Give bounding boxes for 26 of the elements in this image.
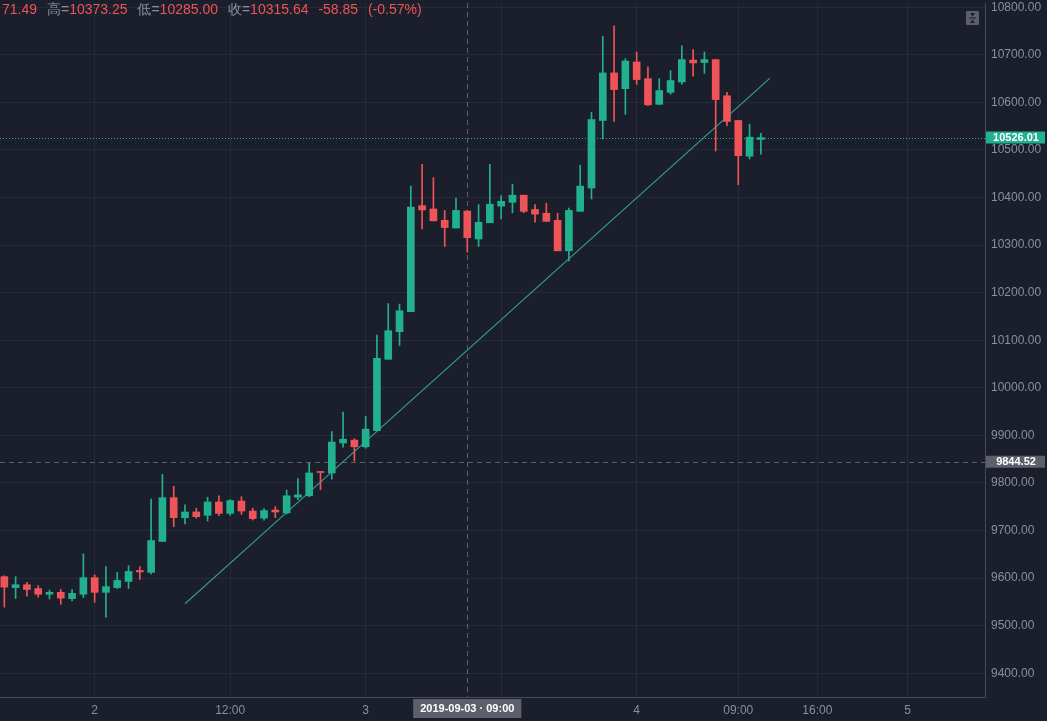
y-tick-label: 9400.00: [991, 665, 1035, 680]
y-tick-label: 10400.00: [991, 189, 1042, 204]
y-tick-label: 9900.00: [991, 427, 1035, 442]
y-tick-label: 10000.00: [991, 380, 1042, 395]
x-tick-label: 09:00: [723, 702, 754, 717]
y-tick-label: 9800.00: [991, 475, 1035, 490]
annotation: 71.49 高=10373.25 低=10285.00 收=10315.64 -58.85 (-0.57%): [2, 1, 422, 17]
y-tick-label: 10300.00: [991, 237, 1042, 252]
y-tick-label: 10600.00: [991, 94, 1042, 109]
y-tick-label: 10700.00: [991, 47, 1042, 62]
y-tick-label: 9600.00: [991, 570, 1035, 585]
x-tick-label: 4: [633, 702, 641, 717]
y-tick-label: 10200.00: [991, 284, 1042, 299]
x-tick-label: 16:00: [802, 702, 833, 717]
x-tick-label: 12:00: [215, 702, 246, 717]
y-tick-label: 9700.00: [991, 522, 1035, 537]
x-tick-label: 5: [904, 702, 912, 717]
y-tick-label: 9500.00: [991, 617, 1035, 632]
x-tick-label: 2: [91, 702, 99, 717]
y-tick-label: 10800.00: [991, 0, 1042, 14]
ref-line-label: 2019-09-03 · 09:00: [420, 702, 515, 715]
ref-line-label: 9844.52: [996, 455, 1036, 468]
y-tick-label: 10100.00: [991, 332, 1042, 347]
ref-line-label: 10526.01: [993, 131, 1039, 144]
x-tick-label: 3: [362, 702, 370, 717]
y-tick-label: 10500.00: [991, 142, 1042, 157]
